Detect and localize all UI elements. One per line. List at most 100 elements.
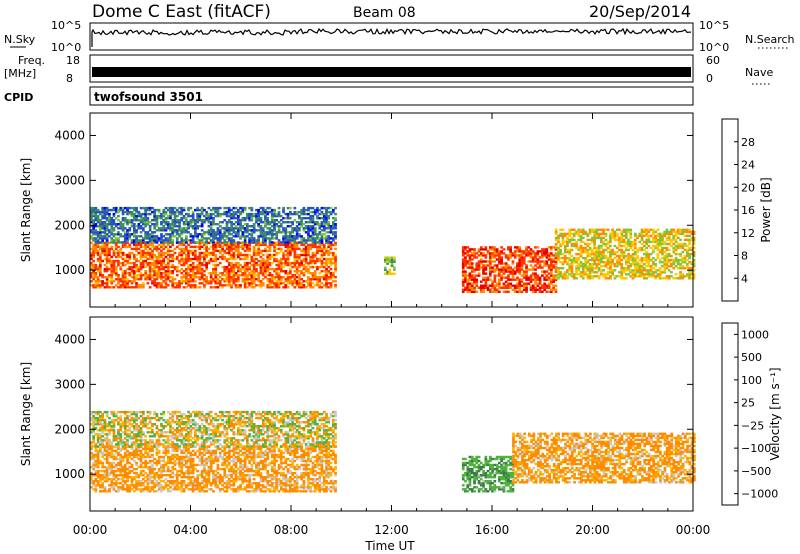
- power-echo-cell: [137, 239, 141, 242]
- power-echo-cell: [157, 247, 161, 251]
- power-echo-cell: [595, 230, 599, 234]
- power-echo-cell: [169, 239, 172, 242]
- power-echo-cell: [322, 225, 326, 228]
- power-echo-cell: [266, 286, 270, 289]
- power-echo-cell: [334, 286, 337, 289]
- velocity-data: [90, 410, 696, 493]
- velocity-echo-cell: [123, 471, 127, 475]
- power-echo-cell: [577, 269, 581, 272]
- power-echo-cell: [166, 272, 170, 275]
- power-echo-cell: [529, 274, 533, 277]
- power-echo-cell: [293, 274, 297, 277]
- power-echo-cell: [153, 245, 156, 249]
- velocity-echo-cell: [101, 476, 104, 479]
- power-echo-cell: [334, 225, 337, 228]
- power-echo-cell: [218, 239, 222, 242]
- velocity-echo-cell: [112, 486, 116, 489]
- power-echo-cell: [92, 259, 95, 263]
- power-echo-cell: [325, 217, 328, 220]
- power-echo-cell: [320, 239, 324, 242]
- power-echo-cell: [313, 231, 317, 234]
- power-echo-cell: [304, 267, 308, 271]
- power-echo-cell: [205, 247, 208, 251]
- power-echo-cell: [160, 217, 163, 220]
- power-echo-cell: [194, 286, 197, 289]
- power-echo-cell: [198, 239, 202, 242]
- power-echo-cell: [128, 212, 132, 216]
- power-echo-cell: [388, 256, 392, 259]
- power-echo-cell: [495, 274, 499, 277]
- power-echo-cell: [602, 254, 605, 258]
- power-echo-cell: [629, 246, 633, 250]
- power-echo-cell: [187, 259, 190, 263]
- power-echo-cell: [302, 257, 306, 261]
- power-echo-cell: [205, 243, 208, 247]
- power-echo-cell: [146, 237, 150, 240]
- power-echo-cell: [230, 284, 233, 287]
- power-echo-cell: [135, 257, 138, 261]
- power-echo-cell: [498, 254, 501, 257]
- power-echo-cell: [466, 274, 470, 277]
- power-echo-cell: [604, 254, 608, 258]
- power-echo-cell: [681, 275, 685, 278]
- power-echo-cell: [522, 258, 526, 261]
- power-echo-cell: [674, 258, 678, 262]
- power-echo-cell: [618, 258, 621, 262]
- power-echo-cell: [545, 276, 549, 279]
- power-echo-cell: [146, 257, 150, 261]
- power-echo-cell: [279, 214, 283, 218]
- power-echo-cell: [667, 230, 671, 234]
- power-echo-cell: [212, 249, 215, 253]
- power-echo-cell: [600, 256, 603, 260]
- power-echo-cell: [557, 273, 560, 276]
- power-echo-cell: [250, 278, 254, 281]
- power-echo-cell: [250, 270, 254, 273]
- power-echo-cell: [237, 245, 240, 249]
- power-echo-cell: [686, 252, 689, 256]
- power-echo-cell: [119, 280, 123, 283]
- velocity-echo-cell: [121, 459, 125, 463]
- power-echo-cell: [105, 212, 109, 216]
- power-echo-cell: [180, 257, 184, 261]
- power-echo-cell: [148, 212, 152, 216]
- power-echo-cell: [588, 258, 592, 262]
- velocity-echo-cell: [130, 445, 134, 449]
- power-echo-cell: [579, 250, 583, 254]
- velocity-echo-cell: [110, 461, 114, 465]
- power-echo-cell: [604, 273, 608, 276]
- power-echo-cell: [126, 255, 129, 259]
- power-echo-cell: [593, 244, 596, 248]
- power-echo-cell: [173, 219, 177, 222]
- power-echo-cell: [117, 233, 120, 236]
- power-echo-cell: [579, 271, 583, 274]
- power-echo-cell: [627, 265, 630, 268]
- power-echo-cell: [216, 241, 220, 245]
- power-echo-cell: [227, 229, 231, 232]
- power-echo-cell: [223, 251, 227, 255]
- power-echo-cell: [536, 276, 540, 279]
- power-echo-cell: [191, 239, 195, 242]
- power-echo-cell: [509, 266, 512, 269]
- power-echo-cell: [461, 270, 465, 273]
- velocity-echo-cell: [144, 461, 147, 465]
- power-echo-cell: [602, 273, 605, 276]
- power-echo-cell: [257, 276, 260, 279]
- power-echo-cell: [261, 241, 265, 244]
- power-echo-cell: [493, 248, 497, 251]
- power-echo-cell: [284, 239, 288, 242]
- power-echo-cell: [461, 282, 465, 285]
- power-echo-cell: [320, 206, 324, 210]
- power-echo-cell: [96, 251, 100, 255]
- velocity-echo-cell: [96, 449, 100, 453]
- power-echo-cell: [250, 206, 254, 210]
- power-echo-cell: [629, 234, 633, 238]
- power-echo-cell: [334, 270, 337, 273]
- power-echo-cell: [146, 274, 150, 277]
- power-echo-cell: [566, 277, 569, 280]
- power-echo-cell: [302, 229, 306, 232]
- power-echo-cell: [686, 254, 689, 258]
- power-echo-cell: [309, 229, 312, 232]
- power-echo-cell: [302, 274, 306, 277]
- power-echo-cell: [112, 227, 116, 230]
- power-echo-cell: [223, 239, 227, 242]
